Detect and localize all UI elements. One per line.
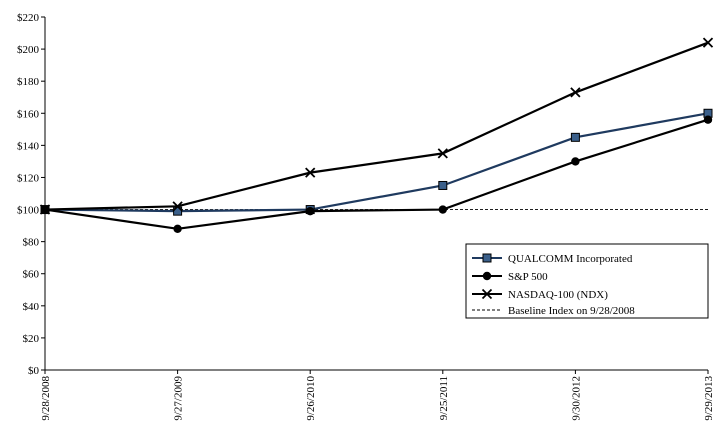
x-marker-stroke	[172, 201, 183, 212]
series-line	[44, 118, 709, 230]
y-tick-label: $40	[23, 301, 40, 313]
x-tick-label: 9/25/2011	[438, 376, 450, 420]
y-tick-label: $80	[23, 237, 40, 249]
y-tick-label: $140	[17, 140, 40, 152]
y-tick-label: $160	[17, 108, 40, 120]
x-tick-label: 9/28/2008	[40, 376, 52, 421]
legend-label: Baseline Index on 9/28/2008	[508, 305, 635, 317]
data-point	[39, 204, 51, 215]
data-point	[306, 206, 315, 216]
legend-label: QUALCOMM Incorporated	[508, 253, 633, 265]
y-tick-label: $60	[23, 269, 40, 281]
legend-swatch-marker	[482, 271, 492, 281]
axes: $0 $20 $40 $60 $80 $100 $120 $140 $160 $180 $200 $2…	[17, 12, 715, 421]
y-tick-label: $0	[28, 365, 40, 377]
series-line	[44, 41, 709, 211]
legend-swatch-marker	[481, 288, 493, 300]
x-marker-stroke	[481, 288, 493, 300]
data-point	[570, 87, 581, 98]
y-tick-label: $220	[17, 12, 40, 24]
series-1	[40, 115, 713, 233]
x-marker-stroke	[39, 204, 51, 215]
legend-box	[465, 243, 709, 319]
x-marker-stroke	[702, 37, 714, 48]
x-marker-stroke	[570, 87, 581, 98]
x-tick-label: 9/27/2009	[173, 376, 185, 421]
legend-label: NASDAQ-100 (NDX)	[508, 289, 608, 301]
data-point	[438, 180, 448, 190]
data-point	[438, 205, 447, 214]
y-tick-label: $180	[17, 76, 40, 88]
data-point	[437, 148, 448, 159]
x-tick-label: 9/26/2010	[305, 376, 317, 421]
x-marker-stroke	[437, 148, 448, 159]
series-2	[39, 37, 714, 215]
series-group	[39, 37, 714, 233]
data-point	[173, 224, 182, 233]
x-tick-label: 9/30/2012	[570, 376, 582, 421]
data-point	[570, 132, 580, 142]
data-point	[703, 115, 713, 124]
legend: QUALCOMM Incorporated S&P 500 NASDAQ-100 (…	[465, 243, 709, 319]
legend-label: S&P 500	[508, 271, 548, 283]
data-point	[571, 157, 580, 166]
y-tick-label: $120	[17, 172, 40, 184]
legend-swatch-marker	[482, 253, 492, 263]
data-point	[702, 37, 714, 48]
x-tick-label: 9/29/2013	[703, 376, 715, 421]
y-tick-label: $200	[17, 44, 40, 56]
data-point	[305, 167, 316, 178]
x-marker-stroke	[305, 167, 316, 178]
series-line	[44, 112, 709, 213]
y-tick-label: $20	[23, 333, 40, 345]
data-point	[172, 201, 183, 212]
y-tick-label: $100	[17, 205, 40, 217]
